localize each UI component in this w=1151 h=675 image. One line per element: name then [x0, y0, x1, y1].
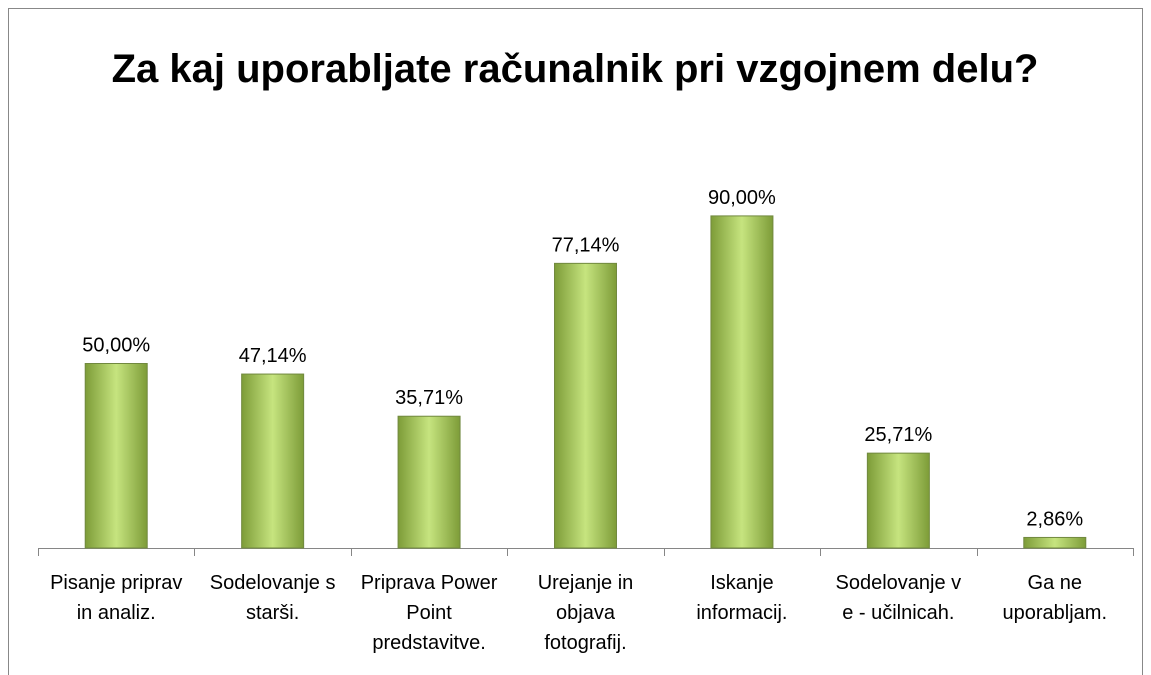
- bar: [241, 373, 305, 549]
- bar: [1023, 536, 1087, 549]
- bar: [397, 415, 461, 549]
- chart-frame: [8, 8, 1143, 675]
- x-tick-label: Sodelovanje s starši.: [209, 572, 336, 624]
- x-tick-label: Pisanje priprav in analiz.: [50, 572, 183, 624]
- bar: [554, 262, 617, 549]
- value-label: 47,14%: [239, 345, 307, 367]
- x-tick-label: Iskanje informacij.: [696, 572, 788, 624]
- bar: [866, 452, 930, 549]
- x-tick-label: Priprava Power Point predstavitve.: [360, 572, 498, 654]
- value-label: 50,00%: [82, 335, 150, 357]
- x-tick-label: Ga ne uporabljam.: [1002, 572, 1108, 624]
- value-label: 90,00%: [708, 187, 776, 209]
- x-tick-label: Urejanje in objava fotografij.: [537, 572, 634, 654]
- bar: [710, 215, 774, 549]
- value-label: 77,14%: [552, 234, 620, 256]
- value-label: 35,71%: [395, 387, 463, 409]
- value-label: 25,71%: [864, 424, 932, 446]
- bar: [84, 363, 148, 549]
- chart-title: Za kaj uporabljate računalnik pri vzgojn…: [111, 47, 1039, 91]
- x-tick-label: Sodelovanje v e - učilnicah.: [835, 572, 962, 624]
- value-label: 2,86%: [1026, 508, 1083, 530]
